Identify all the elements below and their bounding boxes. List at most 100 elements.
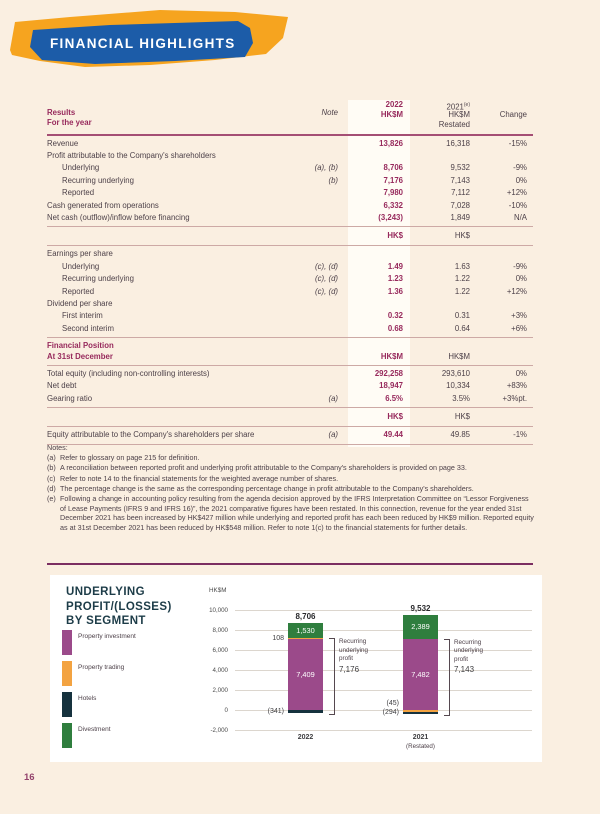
header-change: Change bbox=[499, 110, 527, 119]
bar-segment-divestment bbox=[288, 622, 323, 639]
recurring-profit-bracket bbox=[444, 638, 450, 717]
row-label: Net debt bbox=[47, 381, 77, 391]
header-results: Results bbox=[47, 108, 76, 117]
y-tick-label: 10,000 bbox=[209, 606, 228, 614]
annotation-value: 7,176 bbox=[339, 665, 360, 675]
row-label: Total equity (including non-controlling … bbox=[47, 369, 210, 379]
value-2021: 1.22 bbox=[454, 286, 470, 296]
value-2022: 49.44 bbox=[383, 430, 403, 440]
legend-swatch-icon bbox=[62, 723, 72, 748]
bar-outside-value: (294) bbox=[382, 708, 399, 716]
legend-label: Property investment bbox=[78, 633, 136, 640]
unit-2022: HK$M bbox=[380, 351, 403, 361]
row-label: Reported bbox=[62, 188, 95, 198]
bar-outside-value: (341) bbox=[267, 707, 284, 715]
y-tick-label: 0 bbox=[224, 706, 228, 714]
value-2022: (3,243) bbox=[378, 212, 403, 222]
bar-segment-value: 7,409 bbox=[296, 670, 315, 680]
bar-segment-value: 2,389 bbox=[411, 622, 430, 632]
bar-segment-value: 7,482 bbox=[411, 669, 430, 679]
table-rule bbox=[47, 426, 533, 428]
page-title: FINANCIAL HIGHLIGHTS bbox=[50, 36, 236, 51]
value-2022: 13,826 bbox=[379, 138, 403, 148]
annotation-line: profit bbox=[339, 655, 353, 663]
value-2022: 1.49 bbox=[387, 261, 403, 271]
legend-label: Property trading bbox=[78, 664, 125, 671]
value-2021: 7,143 bbox=[450, 175, 470, 185]
section-title-line1: Financial Position bbox=[47, 341, 114, 351]
unit-2021: HK$ bbox=[454, 412, 470, 422]
section-separator-rule bbox=[47, 563, 533, 565]
x-axis-category: 2021 bbox=[412, 734, 429, 741]
row-note-ref: (c), (d) bbox=[315, 286, 338, 296]
value-2021: 16,318 bbox=[446, 138, 470, 148]
value-change: 0% bbox=[515, 369, 527, 379]
note-text: Refer to glossary on page 215 for defini… bbox=[60, 453, 200, 463]
value-2022: 1.36 bbox=[387, 286, 403, 296]
bar-segment-hotels bbox=[288, 710, 323, 714]
value-2021: 1.22 bbox=[454, 274, 470, 284]
legend-label: Hotels bbox=[78, 695, 97, 702]
legend-swatch-icon bbox=[62, 661, 72, 686]
value-2022: 6,332 bbox=[383, 200, 403, 210]
value-2022: 7,980 bbox=[383, 188, 403, 198]
y-tick-label: 8,000 bbox=[212, 626, 228, 634]
value-change: 0% bbox=[515, 274, 527, 284]
chart-title-line: PROFIT/(LOSSES) bbox=[66, 600, 172, 613]
note-marker: (b) bbox=[47, 463, 56, 473]
y-gridline bbox=[235, 670, 532, 671]
row-note-ref: (a) bbox=[328, 393, 338, 403]
bar-segment-property-investment bbox=[288, 639, 323, 710]
annotation-value: 7,143 bbox=[454, 665, 475, 675]
table-row: Reported 7,980 7,112 +12% bbox=[47, 187, 533, 199]
chart-title-line: UNDERLYING bbox=[66, 586, 145, 598]
value-2022: 6.5% bbox=[385, 393, 403, 403]
chart-title: UNDERLYING PROFIT/(LOSSES) BY SEGMENT bbox=[66, 585, 172, 629]
note-marker: (e) bbox=[47, 493, 56, 503]
bar-total-value: 8,706 bbox=[295, 611, 316, 621]
unit-2022: HK$ bbox=[387, 231, 403, 241]
value-2021: 1.63 bbox=[454, 261, 470, 271]
row-label: Gearing ratio bbox=[47, 393, 93, 403]
notes-title: Notes: bbox=[47, 443, 68, 452]
note-text: Refer to note 14 to the financial statem… bbox=[60, 473, 339, 483]
value-2021: 10,334 bbox=[446, 381, 470, 391]
table-row: Equity attributable to the Company's sha… bbox=[47, 429, 533, 441]
annotation-line: profit bbox=[454, 655, 468, 663]
row-label: Revenue bbox=[47, 138, 79, 148]
unit-2021: HK$ bbox=[454, 231, 470, 241]
note-text: The percentage change is the same as the… bbox=[60, 483, 474, 493]
value-2022: 0.32 bbox=[387, 311, 403, 321]
note-text: A reconciliation between reported profit… bbox=[60, 463, 467, 473]
value-change: -9% bbox=[513, 261, 527, 271]
value-change: N/A bbox=[514, 212, 527, 222]
table-rule bbox=[47, 226, 533, 228]
recurring-profit-annotation: Recurring underlying profit 7,143 bbox=[454, 639, 506, 675]
segment-chart-panel: UNDERLYING PROFIT/(LOSSES) BY SEGMENT Prop… bbox=[50, 575, 542, 762]
table-rule bbox=[47, 337, 533, 339]
row-label: Reported bbox=[62, 286, 95, 296]
value-2021: 3.5% bbox=[452, 393, 470, 403]
y-gridline bbox=[235, 610, 532, 611]
row-label: Net cash (outflow)/inflow before financi… bbox=[47, 212, 190, 222]
bar-segment-property-trading bbox=[403, 710, 438, 712]
value-2021: 7,028 bbox=[450, 200, 470, 210]
table-rule bbox=[47, 245, 533, 247]
y-tick-label: 4,000 bbox=[212, 666, 228, 674]
note-item: (c) Refer to note 14 to the financial sta… bbox=[47, 474, 536, 484]
chart-title-line: BY SEGMENT bbox=[66, 615, 146, 627]
table-row: Revenue 13,826 16,318 -15% bbox=[47, 138, 533, 150]
header-for-the-year: For the year bbox=[47, 118, 92, 127]
row-label: Equity attributable to the Company's sha… bbox=[47, 430, 255, 440]
value-change: +3% bbox=[511, 311, 527, 321]
table-row: Net debt 18,947 10,334 +83% bbox=[47, 380, 533, 392]
y-gridline bbox=[235, 710, 532, 711]
value-2021: 7,112 bbox=[451, 188, 470, 198]
banner-blue-shape bbox=[30, 21, 253, 64]
note-item: (a) Refer to glossary on page 215 for def… bbox=[47, 453, 536, 463]
notes-section: Notes: (a) Refer to glossary on page 215 … bbox=[47, 443, 536, 532]
value-2021: 0.64 bbox=[454, 323, 470, 333]
value-change: -9% bbox=[513, 163, 527, 173]
row-label: Underlying bbox=[62, 261, 100, 271]
